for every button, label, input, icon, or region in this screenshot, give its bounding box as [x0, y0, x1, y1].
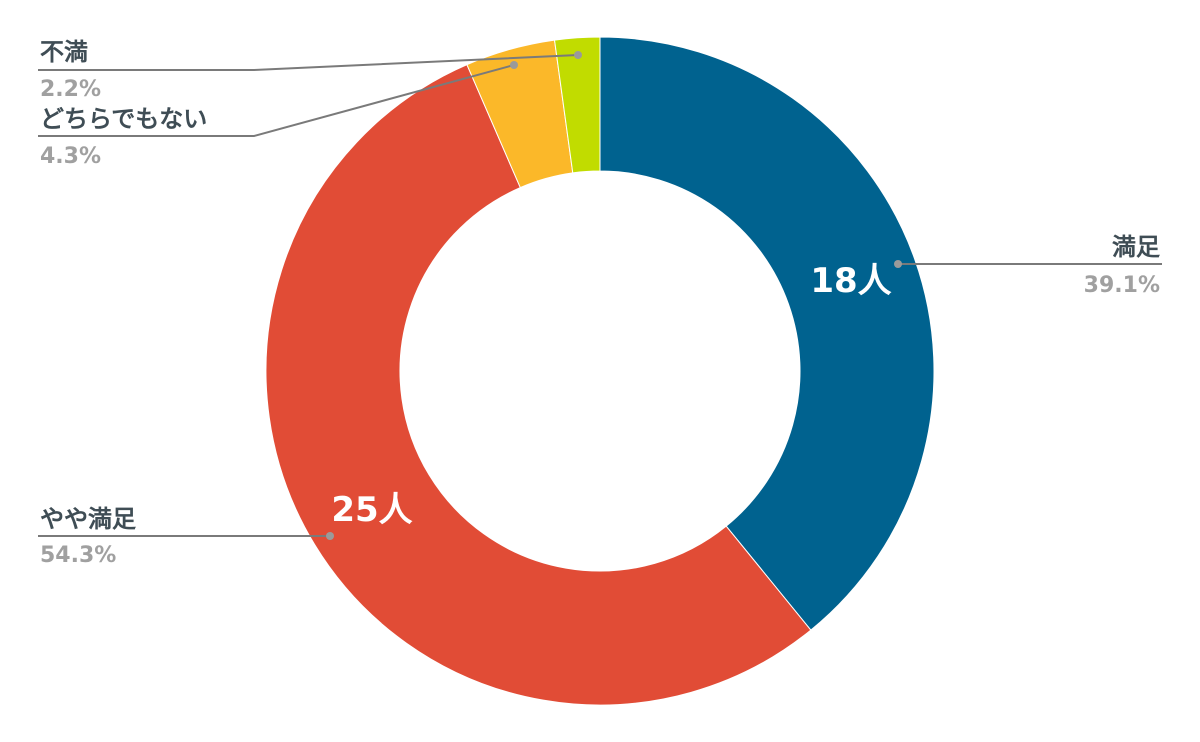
inner-labels-group: 18人 25人 [331, 261, 891, 530]
callout-line-dissatisfied [38, 54, 579, 71]
slice-dissatisfied [553, 36, 601, 174]
label-dissatisfied-pct: 2.2% [40, 77, 101, 102]
inner-label-somewhat-satisfied: 25人 [331, 490, 412, 530]
label-satisfied-pct: 39.1% [1084, 273, 1160, 298]
callouts-group: 満足 39.1% やや満足 54.3% どちらでもない 4.3% 不満 2.2% [38, 38, 1162, 568]
label-neutral-name: どちらでもない [40, 105, 207, 133]
inner-label-satisfied: 18人 [810, 261, 891, 301]
label-satisfied-name: 満足 [1112, 233, 1160, 261]
callout-dot-dissatisfied [574, 51, 582, 59]
slice-somewhat-satisfied [265, 63, 812, 706]
callout-line-neutral [38, 64, 515, 137]
slice-satisfied [599, 36, 935, 631]
slices-group [265, 36, 935, 706]
callout-dot-satisfied [894, 260, 902, 268]
label-somewhat-satisfied-pct: 54.3% [40, 543, 116, 568]
callout-dot-somewhat-satisfied [326, 532, 334, 540]
label-neutral-pct: 4.3% [40, 144, 101, 169]
callout-dot-neutral [510, 61, 518, 69]
label-dissatisfied-name: 不満 [40, 38, 88, 66]
label-somewhat-satisfied-name: やや満足 [40, 505, 136, 533]
